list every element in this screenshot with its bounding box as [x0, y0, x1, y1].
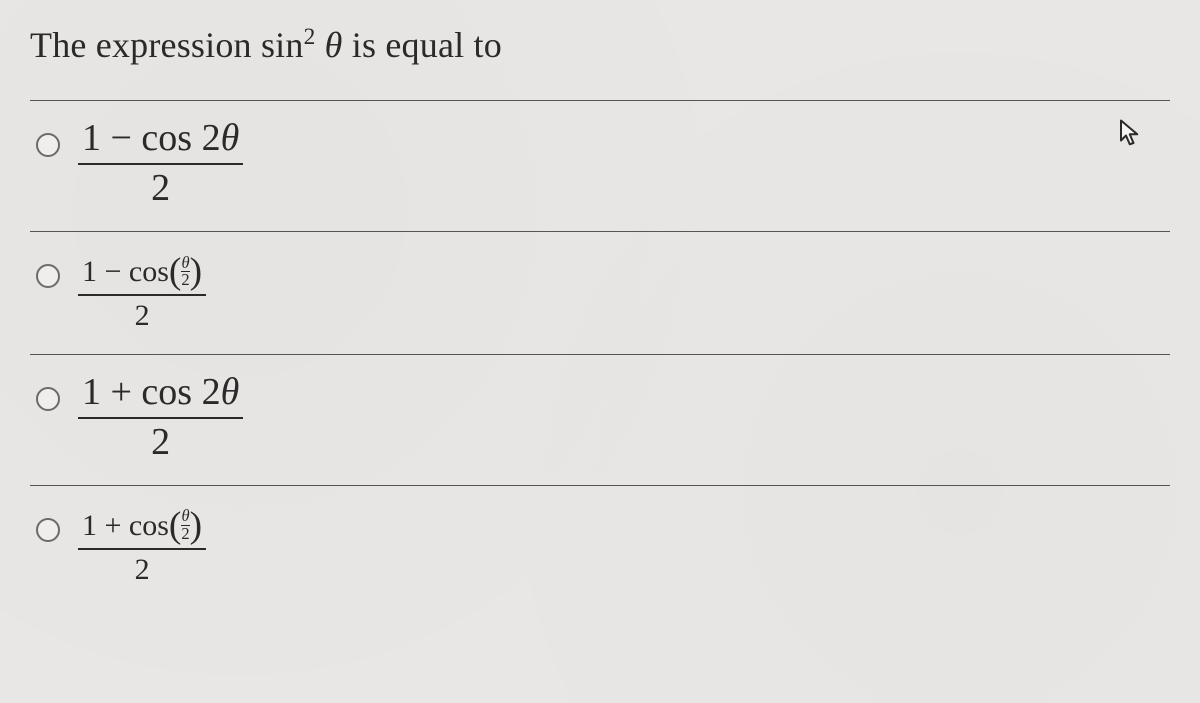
option-c-num-text: 1 + cos 2 — [82, 371, 221, 413]
option-d-inner-frac: θ2 — [181, 509, 189, 542]
option-c-numerator: 1 + cos 2θ — [78, 373, 243, 413]
option-c-theta: θ — [221, 371, 240, 413]
rparen: ) — [190, 505, 203, 546]
question-var: θ — [325, 25, 343, 65]
option-c-fraction: 1 + cos 2θ 2 — [78, 373, 243, 463]
option-b-inner-bot: 2 — [181, 273, 189, 288]
fraction-bar — [78, 163, 243, 165]
cursor-icon — [1118, 118, 1144, 148]
radio-d[interactable] — [36, 518, 60, 542]
option-b-fraction: 1 − cos(θ2) 2 — [78, 250, 206, 332]
option-b[interactable]: 1 − cos(θ2) 2 — [30, 232, 1170, 354]
option-a-theta: θ — [221, 117, 240, 159]
option-c-denominator: 2 — [147, 423, 174, 463]
fraction-bar — [78, 548, 206, 550]
fraction-bar — [78, 294, 206, 296]
option-d-fraction: 1 + cos(θ2) 2 — [78, 504, 206, 586]
option-a-denominator: 2 — [147, 169, 174, 209]
option-b-inner-top: θ — [181, 256, 189, 271]
option-b-denominator: 2 — [131, 300, 154, 332]
option-b-inner-frac: θ2 — [181, 256, 189, 289]
option-a-fraction: 1 − cos 2θ 2 — [78, 119, 243, 209]
option-d-denominator: 2 — [131, 554, 154, 586]
option-b-numerator: 1 − cos(θ2) — [78, 250, 206, 290]
option-c[interactable]: 1 + cos 2θ 2 — [30, 355, 1170, 485]
radio-b[interactable] — [36, 264, 60, 288]
question-func: sin — [261, 25, 304, 65]
option-a[interactable]: 1 − cos 2θ 2 — [30, 101, 1170, 231]
fraction-bar — [78, 417, 243, 419]
rparen: ) — [190, 251, 203, 292]
question-exponent: 2 — [304, 24, 316, 50]
question-suffix: is equal to — [343, 25, 502, 65]
option-d-num-text: 1 + cos — [82, 509, 169, 542]
question-math: sin2 θ — [261, 25, 343, 65]
option-a-numerator: 1 − cos 2θ — [78, 119, 243, 159]
option-d[interactable]: 1 + cos(θ2) 2 — [30, 486, 1170, 596]
option-b-num-text: 1 − cos — [82, 255, 169, 288]
question-prefix: The expression — [30, 25, 261, 65]
lparen: ( — [169, 251, 182, 292]
option-a-num-text: 1 − cos 2 — [82, 117, 221, 159]
radio-c[interactable] — [36, 387, 60, 411]
option-d-inner-bot: 2 — [181, 527, 189, 542]
option-d-numerator: 1 + cos(θ2) — [78, 504, 206, 544]
quiz-page: The expression sin2 θ is equal to 1 − co… — [0, 0, 1200, 595]
option-d-inner-top: θ — [181, 509, 189, 524]
question-text: The expression sin2 θ is equal to — [30, 24, 1170, 66]
radio-a[interactable] — [36, 133, 60, 157]
lparen: ( — [169, 505, 182, 546]
